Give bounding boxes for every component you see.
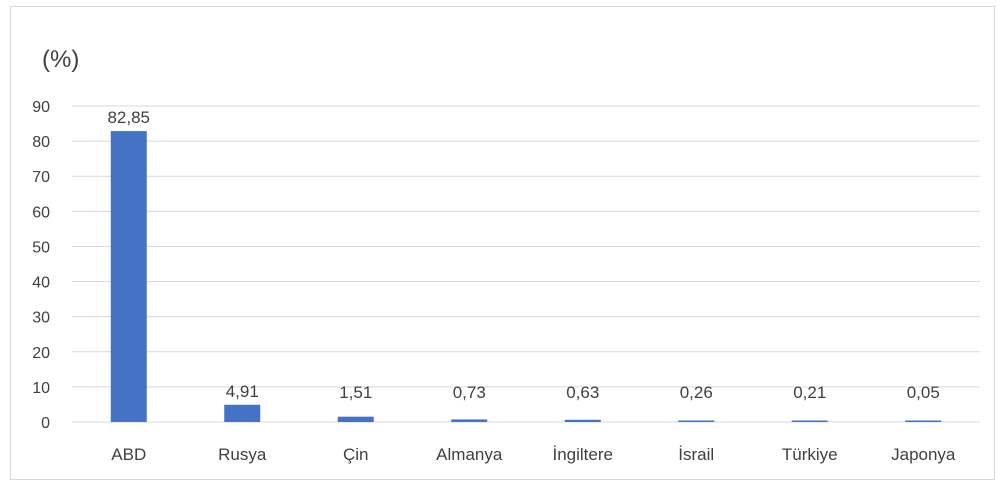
bar	[110, 131, 147, 423]
chart-frame	[10, 6, 995, 480]
x-axis-tick-labels: ABD Rusya Çin Almanya İngiltere İsrail Türkiye…	[111, 445, 956, 464]
data-label: 0,63	[566, 383, 599, 402]
y-tick-label: 40	[32, 275, 50, 292]
bar	[564, 419, 601, 422]
bar	[451, 419, 488, 422]
data-labels: 82,85 4,91 1,51 0,73 0,63 0,26 0,21 0,05	[107, 108, 939, 402]
data-label: 0,21	[793, 383, 826, 402]
bar	[337, 416, 374, 422]
bar	[905, 420, 942, 422]
grid-lines	[72, 105, 980, 423]
y-axis-ticks: 0 10 20 30 40 50 60 70 80 90	[32, 99, 50, 432]
bar	[224, 404, 261, 422]
y-tick-label: 60	[32, 204, 50, 221]
y-tick-label: 50	[32, 239, 50, 256]
y-axis-label: (%)	[42, 46, 79, 73]
data-label: 4,91	[226, 382, 259, 401]
data-label: 0,73	[453, 383, 486, 402]
y-tick-label: 20	[32, 345, 50, 362]
x-tick-label: ABD	[111, 445, 146, 464]
data-label: 0,05	[907, 383, 940, 402]
x-tick-label: Japonya	[891, 445, 956, 464]
bar	[678, 420, 715, 422]
y-tick-label: 30	[32, 310, 50, 327]
data-label: 1,51	[339, 383, 372, 402]
x-tick-label: İsrail	[678, 445, 714, 464]
bars	[110, 131, 942, 423]
y-tick-label: 90	[32, 99, 50, 116]
y-tick-label: 80	[32, 134, 50, 151]
y-tick-label: 70	[32, 169, 50, 186]
x-tick-label: Rusya	[218, 445, 267, 464]
x-tick-label: Almanya	[436, 445, 503, 464]
y-tick-label: 10	[32, 380, 50, 397]
y-tick-label: 0	[41, 415, 50, 432]
x-tick-label: Çin	[343, 445, 369, 464]
x-tick-label: Türkiye	[782, 445, 838, 464]
data-label: 82,85	[107, 108, 150, 127]
bar	[791, 420, 828, 422]
x-tick-label: İngiltere	[553, 445, 613, 464]
data-label: 0,26	[680, 383, 713, 402]
